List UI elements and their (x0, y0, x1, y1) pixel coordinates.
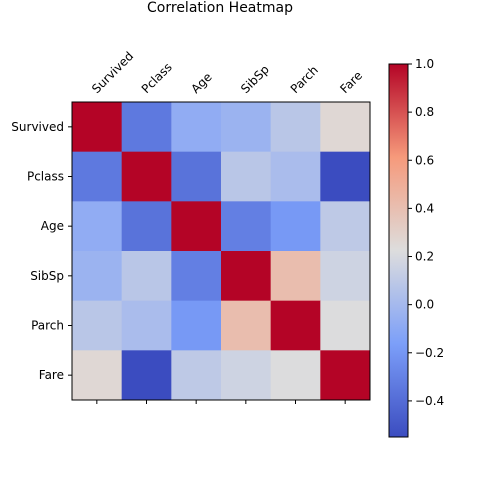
heatmap-cell-pclass-sibsp (221, 151, 272, 202)
colorbar-tick-label: 0.0 (415, 298, 434, 312)
heatmap-cell-pclass-fare (320, 151, 371, 202)
x-tick-label-age: Age (188, 70, 214, 96)
chart-title: Correlation Heatmap (147, 0, 293, 16)
y-axis-ticks: Survived Pclass Age SibSp Parch Fare (11, 120, 72, 382)
heatmap-cell-parch-fare (320, 300, 371, 351)
heatmap-cell-fare-survived (72, 350, 123, 401)
heatmap-cell-parch-sibsp (221, 300, 272, 351)
heatmap-cell-pclass-age (171, 151, 222, 202)
y-tick-label-pclass: Pclass (27, 170, 64, 184)
colorbar-tick-label: 0.2 (415, 250, 434, 264)
heatmap-cell-age-fare (320, 201, 371, 252)
heatmap-cell-sibsp-sibsp (221, 251, 272, 302)
colorbar-ticks: −0.4 −0.2 0.0 0.2 0.4 0.6 0.8 1.0 (408, 57, 444, 408)
heatmap-cell-parch-survived (72, 300, 123, 351)
heatmap-cell-sibsp-fare (320, 251, 371, 302)
heatmap-cell-pclass-pclass (121, 151, 172, 202)
x-tick-label-sibsp: SibSp (238, 62, 272, 96)
heatmap-cell-survived-age (171, 102, 222, 153)
x-tick-label-pclass: Pclass (139, 60, 175, 96)
heatmap-cell-parch-pclass (121, 300, 172, 351)
heatmap-frame (71, 101, 371, 401)
heatmap-cell-survived-parch (270, 102, 321, 153)
heatmap-cell-age-sibsp (221, 201, 272, 252)
y-tick-label-survived: Survived (11, 120, 64, 134)
colorbar-tick-label: −0.4 (415, 394, 444, 408)
colorbar-tick-label: 0.6 (415, 153, 434, 167)
heatmap-cell-age-survived (72, 201, 123, 252)
heatmap-cell-pclass-survived (72, 151, 123, 202)
heatmap-cell-fare-age (171, 350, 222, 401)
heatmap-cell-sibsp-parch (270, 251, 321, 302)
heatmap-cell-fare-pclass (121, 350, 172, 401)
colorbar-tick-label: 0.8 (415, 105, 434, 119)
x-tick-label-survived: Survived (89, 49, 136, 96)
y-tick-label-age: Age (41, 219, 64, 233)
y-tick-label-sibsp: SibSp (30, 269, 64, 283)
heatmap-cell-pclass-parch (270, 151, 321, 202)
heatmap-cell-age-age (171, 201, 222, 252)
colorbar (388, 63, 409, 438)
heatmap-cell-sibsp-pclass (121, 251, 172, 302)
colorbar-tick-label: 0.4 (415, 201, 434, 215)
heatmap-cells (72, 102, 371, 401)
heatmap-cell-parch-age (171, 300, 222, 351)
heatmap-cell-age-pclass (121, 201, 172, 252)
heatmap-cell-sibsp-age (171, 251, 222, 302)
y-tick-label-parch: Parch (31, 319, 64, 333)
heatmap-cell-age-parch (270, 201, 321, 252)
heatmap-cell-fare-sibsp (221, 350, 272, 401)
heatmap-cell-fare-fare (320, 350, 371, 401)
heatmap-cell-fare-parch (270, 350, 321, 401)
heatmap-cell-survived-fare (320, 102, 371, 153)
heatmap-cell-survived-sibsp (221, 102, 272, 153)
heatmap-cell-sibsp-survived (72, 251, 123, 302)
heatmap-cell-survived-pclass (121, 102, 172, 153)
colorbar-tick-label: 1.0 (415, 57, 434, 71)
y-tick-label-fare: Fare (39, 368, 64, 382)
colorbar-tick-label: −0.2 (415, 346, 444, 360)
x-tick-label-fare: Fare (337, 68, 365, 96)
heatmap-cell-survived-survived (72, 102, 123, 153)
x-tick-label-parch: Parch (288, 63, 321, 96)
heatmap-cell-parch-parch (270, 300, 321, 351)
